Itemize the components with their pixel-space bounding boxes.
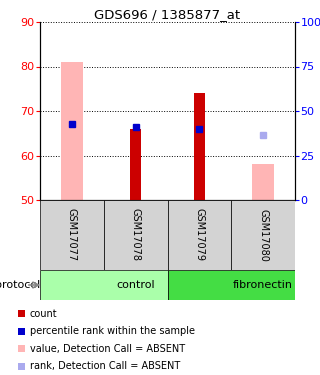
Bar [104,200,167,270]
Text: percentile rank within the sample: percentile rank within the sample [30,326,195,336]
Title: GDS696 / 1385877_at: GDS696 / 1385877_at [94,8,241,21]
Bar [167,200,231,270]
Bar [18,345,25,352]
Text: control: control [116,280,155,290]
Bar [40,200,104,270]
Text: GSM17079: GSM17079 [194,209,204,261]
Text: rank, Detection Call = ABSENT: rank, Detection Call = ABSENT [30,361,180,371]
Text: GSM17080: GSM17080 [258,209,268,261]
Bar [18,363,25,370]
Bar [61,62,83,200]
Bar [18,310,25,317]
Bar [167,270,295,300]
Text: fibronectin: fibronectin [233,280,293,290]
Text: count: count [30,309,58,319]
Bar [252,164,274,200]
Bar [18,328,25,335]
Bar [130,129,141,200]
Text: value, Detection Call = ABSENT: value, Detection Call = ABSENT [30,344,185,354]
Text: GSM17077: GSM17077 [67,209,77,262]
Text: protocol: protocol [0,280,40,290]
Bar [231,200,295,270]
Bar [194,93,205,200]
Bar [40,270,167,300]
Text: GSM17078: GSM17078 [131,209,140,261]
